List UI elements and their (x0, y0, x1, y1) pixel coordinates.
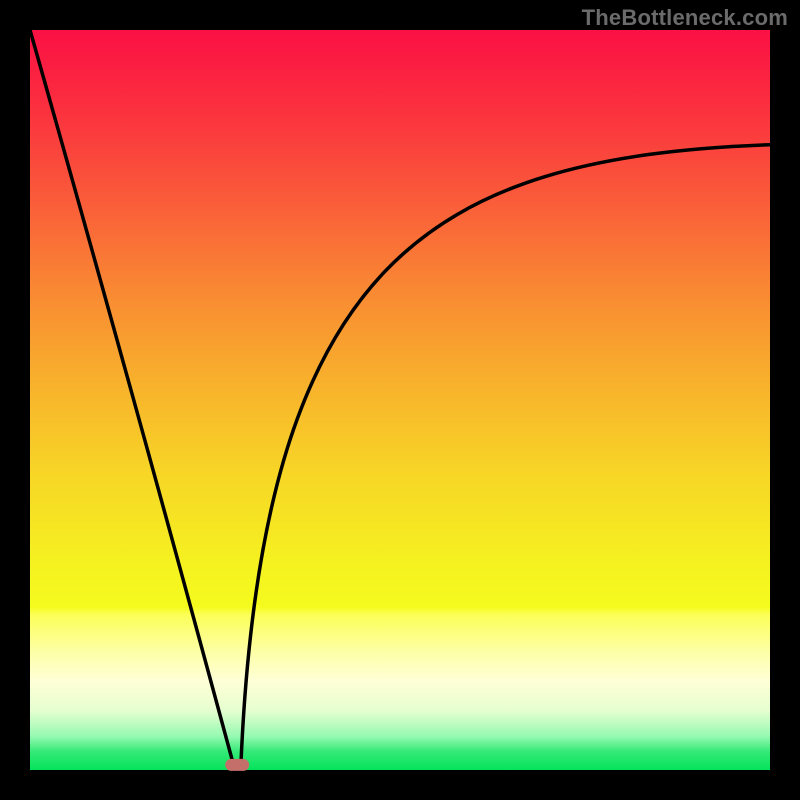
chart-container: TheBottleneck.com (0, 0, 800, 800)
watermark-text: TheBottleneck.com (582, 5, 788, 31)
bottleneck-chart (0, 0, 800, 800)
chart-plot-area (30, 30, 770, 770)
trough-marker (225, 759, 249, 771)
